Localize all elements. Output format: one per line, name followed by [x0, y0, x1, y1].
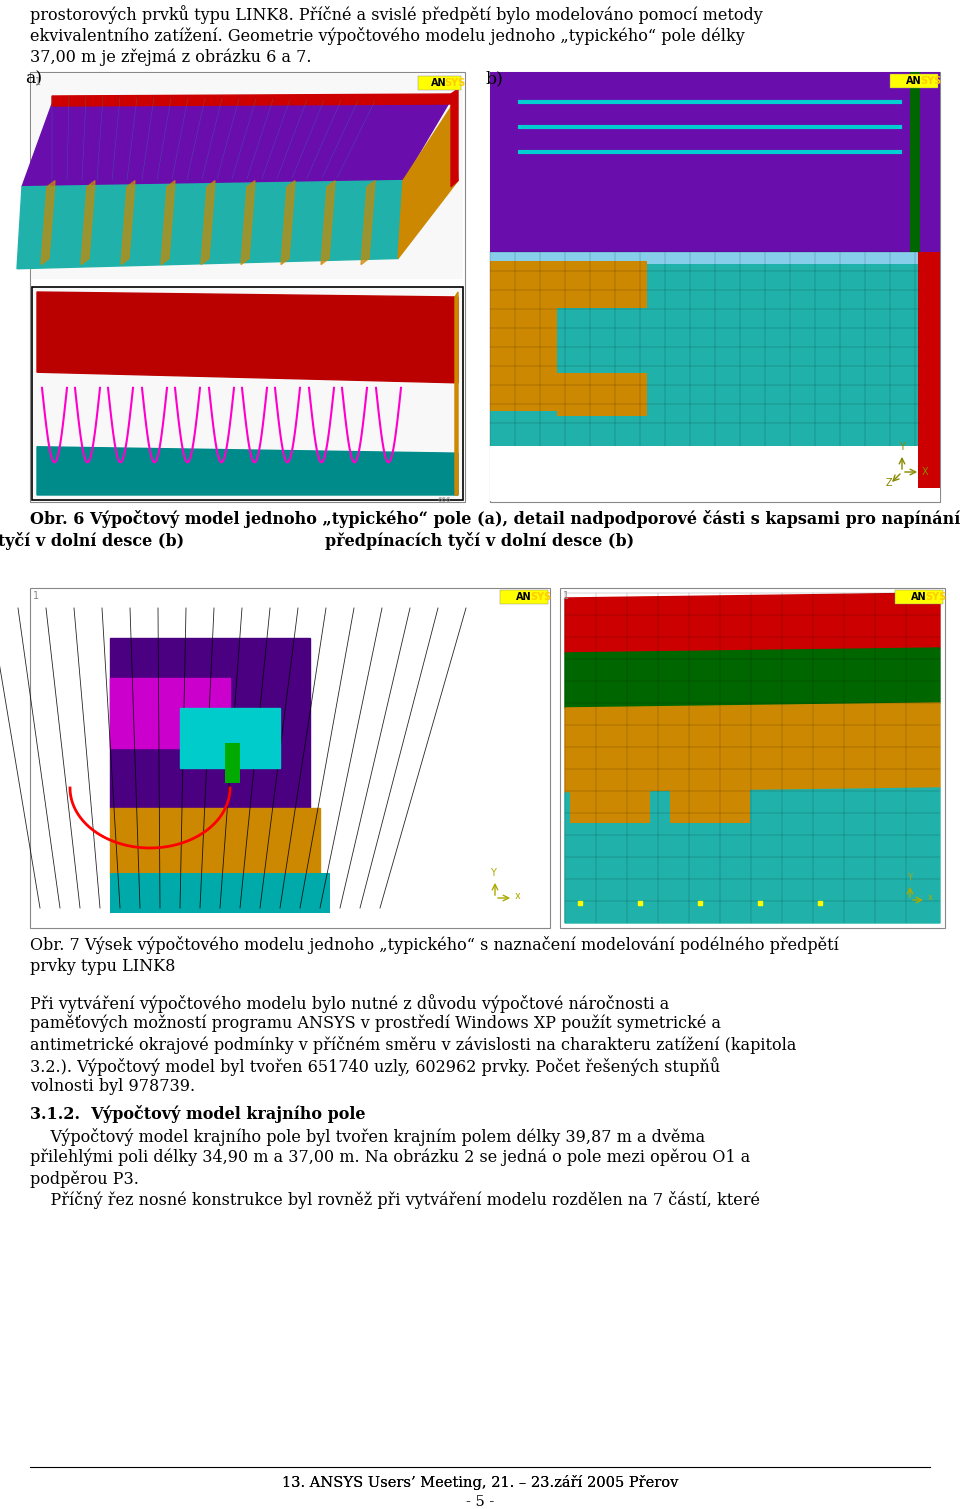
Bar: [560, 589, 945, 928]
Polygon shape: [110, 678, 230, 748]
Text: Y: Y: [907, 874, 913, 881]
Text: 1: 1: [33, 592, 39, 601]
Bar: [32, 74, 463, 279]
Text: a): a): [25, 69, 42, 88]
Text: b): b): [485, 69, 503, 88]
Bar: [490, 264, 940, 457]
Text: ekvivalentního zatížení. Geometrie výpočtového modelu jednoho „typického“ pole d: ekvivalentního zatížení. Geometrie výpoč…: [30, 27, 745, 45]
Text: paměťových možností programu ANSYS v prostředí Windows XP použít symetrické a: paměťových možností programu ANSYS v pro…: [30, 1016, 721, 1032]
Bar: [500, 590, 548, 604]
Text: prostorových prvků typu LINK8. Příčné a svislé předpětí bylo modelováno pomocí m: prostorových prvků typu LINK8. Příčné a …: [30, 5, 763, 24]
Text: AN: AN: [516, 592, 532, 602]
Polygon shape: [565, 703, 940, 794]
Bar: [557, 308, 669, 415]
Polygon shape: [110, 638, 310, 807]
Polygon shape: [121, 181, 135, 264]
Polygon shape: [565, 593, 940, 653]
Polygon shape: [37, 293, 458, 383]
Text: SYS: SYS: [925, 592, 947, 602]
Polygon shape: [565, 788, 940, 924]
Polygon shape: [110, 807, 320, 878]
Text: 3.1.2.  Výpočtový model krajního pole: 3.1.2. Výpočtový model krajního pole: [30, 1105, 366, 1123]
Text: Obr. 7 Výsek výpočtového modelu jednoho „typického“ s naznačení modelování podél: Obr. 7 Výsek výpočtového modelu jednoho …: [30, 936, 839, 954]
Polygon shape: [398, 104, 458, 258]
Polygon shape: [201, 181, 215, 264]
Text: 13. ANSYS Users’ Meeting, 21. – 23.září 2005 Přerov: 13. ANSYS Users’ Meeting, 21. – 23.září …: [282, 1474, 678, 1489]
Bar: [110, 874, 330, 913]
Text: Příčný řez nosné konstrukce byl rovněž při vytváření modelu rozdělen na 7 částí,: Příčný řez nosné konstrukce byl rovněž p…: [30, 1191, 760, 1209]
Text: prvky typu LINK8: prvky typu LINK8: [30, 958, 176, 975]
Text: AN: AN: [906, 75, 922, 86]
Bar: [32, 287, 463, 499]
Polygon shape: [281, 181, 295, 264]
Text: Při vytváření výpočtového modelu bylo nutné z důvodu výpočtové náročnosti a: Při vytváření výpočtového modelu bylo nu…: [30, 994, 669, 1013]
Bar: [557, 373, 647, 416]
Polygon shape: [41, 181, 55, 264]
Text: podpěrou P3.: podpěrou P3.: [30, 1169, 139, 1188]
Polygon shape: [321, 181, 335, 264]
Text: x: x: [515, 890, 520, 901]
Polygon shape: [180, 708, 280, 768]
Text: SYS: SYS: [530, 592, 552, 602]
Text: 1: 1: [563, 592, 569, 601]
Text: SYS: SYS: [921, 75, 942, 86]
Bar: [918, 252, 940, 487]
Bar: [490, 447, 940, 501]
Bar: [225, 742, 240, 783]
Bar: [30, 589, 550, 928]
Polygon shape: [565, 647, 940, 708]
Text: Výpočtový model krajního pole byl tvořen krajním polem délky 39,87 m a dvěma: Výpočtový model krajního pole byl tvořen…: [30, 1129, 706, 1145]
Polygon shape: [451, 89, 458, 187]
Polygon shape: [361, 181, 375, 264]
Text: AN: AN: [911, 592, 926, 602]
Bar: [490, 72, 940, 502]
Polygon shape: [52, 94, 453, 106]
Text: X: X: [922, 466, 928, 477]
Bar: [890, 74, 938, 88]
Text: AN: AN: [431, 78, 446, 88]
Bar: [30, 72, 465, 502]
Polygon shape: [37, 447, 458, 495]
Bar: [490, 72, 940, 252]
Text: Z: Z: [886, 478, 893, 487]
Text: 3.2.). Výpočtový model byl tvořen 651740 uzly, 602962 prvky. Počet řešených stup: 3.2.). Výpočtový model byl tvořen 651740…: [30, 1056, 720, 1076]
Polygon shape: [81, 181, 95, 264]
Polygon shape: [161, 181, 175, 264]
Text: Obr. 6 Výpočtový model jednoho „typického“ pole (a), detail nadpodporové části s: Obr. 6 Výpočtový model jednoho „typickéh…: [30, 510, 960, 528]
Bar: [490, 252, 940, 264]
Bar: [895, 590, 943, 604]
Text: x: x: [928, 893, 933, 902]
Text: 666: 666: [438, 496, 451, 502]
Bar: [670, 753, 750, 822]
Bar: [910, 72, 920, 252]
Text: Y: Y: [490, 868, 496, 878]
Text: předpínacích tyčí v dolní desce (b): předpínacích tyčí v dolní desce (b): [0, 533, 184, 549]
Text: 1: 1: [35, 77, 41, 88]
Text: předpínacích tyčí v dolní desce (b): předpínacích tyčí v dolní desce (b): [325, 533, 635, 549]
Text: přilehlými poli délky 34,90 m a 37,00 m. Na obrázku 2 se jedná o pole mezi opěro: přilehlými poli délky 34,90 m a 37,00 m.…: [30, 1148, 751, 1166]
Polygon shape: [241, 181, 255, 264]
Polygon shape: [455, 293, 458, 495]
Bar: [418, 75, 461, 91]
Text: - 5 -: - 5 -: [466, 1495, 494, 1509]
Text: volnosti byl 978739.: volnosti byl 978739.: [30, 1077, 195, 1096]
Polygon shape: [17, 181, 403, 269]
Bar: [490, 261, 647, 410]
Text: 37,00 m je zřejmá z obrázku 6 a 7.: 37,00 m je zřejmá z obrázku 6 a 7.: [30, 48, 311, 66]
Text: SYS: SYS: [444, 78, 466, 88]
Polygon shape: [22, 97, 453, 187]
Text: antimetrické okrajové podmínky v příčném směru v závislosti na charakteru zatíže: antimetrické okrajové podmínky v příčném…: [30, 1037, 797, 1053]
Text: 13. ANSYS Users’ Meeting, 21. – 23.září 2005 Přerov: 13. ANSYS Users’ Meeting, 21. – 23.září …: [282, 1474, 678, 1489]
Bar: [570, 742, 650, 822]
Text: Y: Y: [900, 442, 905, 453]
